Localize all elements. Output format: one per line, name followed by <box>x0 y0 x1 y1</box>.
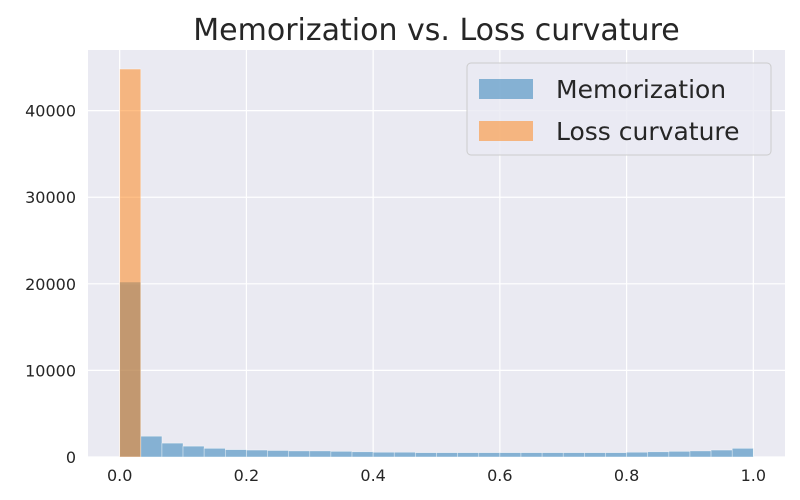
histogram-bar-memorization <box>499 452 522 458</box>
histogram-bar-memorization <box>246 449 268 458</box>
histogram-bar-memorization <box>605 452 627 458</box>
histogram-bar-memorization <box>478 452 501 458</box>
histogram-bar-memorization <box>562 452 585 458</box>
histogram-bar-memorization <box>520 452 543 458</box>
histogram-bar-memorization <box>351 451 374 458</box>
legend: Memorization Loss curvature <box>466 62 772 156</box>
histogram-bar-memorization <box>541 452 564 458</box>
y-tick-label: 20000 <box>25 275 76 294</box>
histogram-bar-memorization <box>288 450 311 458</box>
histogram-bar-memorization <box>203 448 226 458</box>
legend-swatch <box>479 121 533 141</box>
x-tick-label: 0.2 <box>234 466 259 485</box>
histogram-bar-memorization <box>731 448 754 458</box>
histogram-bar-memorization <box>140 435 163 458</box>
histogram-bar-memorization <box>710 449 733 458</box>
histogram-bar-memorization <box>393 451 416 458</box>
legend-swatch <box>479 79 533 99</box>
histogram-bar-memorization <box>457 452 480 458</box>
y-tick-label: 40000 <box>25 102 76 121</box>
chart-title: Memorization vs. Loss curvature <box>193 13 679 48</box>
histogram-bar-loss-curvature <box>119 68 142 458</box>
y-tick-label: 10000 <box>25 361 76 380</box>
histogram-bar-memorization <box>689 450 712 458</box>
x-tick-label: 0.6 <box>487 466 512 485</box>
histogram-bars <box>119 68 754 458</box>
legend-label: Memorization <box>556 75 726 104</box>
histogram-bar-memorization <box>161 442 184 458</box>
histogram-bar-memorization <box>309 450 332 458</box>
x-axis-ticks: 0.0 0.2 0.4 0.6 0.8 1.0 <box>107 466 766 485</box>
x-tick-label: 1.0 <box>741 466 766 485</box>
x-tick-label: 0.4 <box>360 466 385 485</box>
y-tick-label: 0 <box>66 448 76 467</box>
histogram-bar-memorization <box>330 451 353 458</box>
y-axis-ticks: 0 10000 20000 30000 40000 <box>25 102 76 467</box>
histogram-bar-memorization <box>225 449 247 458</box>
x-tick-label: 0.8 <box>614 466 639 485</box>
histogram-bar-memorization <box>415 452 437 458</box>
histogram-bar-memorization <box>182 445 205 458</box>
histogram-bar-memorization <box>626 451 648 458</box>
histogram-bar-memorization <box>647 451 670 458</box>
x-tick-label: 0.0 <box>107 466 132 485</box>
y-tick-label: 30000 <box>25 188 76 207</box>
histogram-bar-memorization <box>436 452 458 458</box>
histogram-bar-memorization <box>372 451 395 458</box>
legend-box <box>466 62 772 156</box>
histogram-bar-memorization <box>668 451 691 458</box>
histogram-bar-memorization <box>267 450 289 458</box>
histogram-bar-memorization <box>584 452 606 458</box>
legend-label: Loss curvature <box>556 117 740 146</box>
